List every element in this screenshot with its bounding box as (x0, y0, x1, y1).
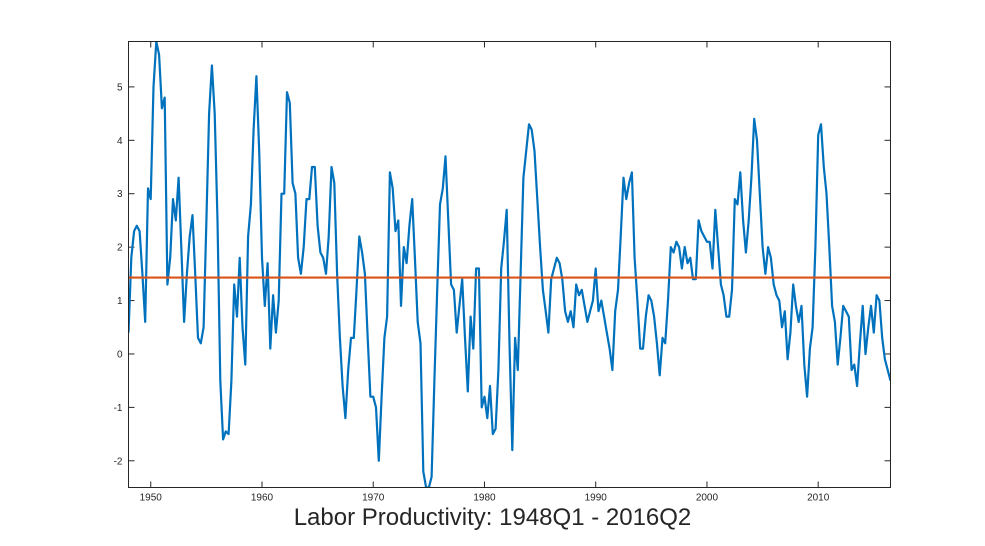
y-tick-label--1: -1 (114, 403, 123, 414)
y-tick-label-1: 1 (117, 296, 123, 307)
y-tick-label-2: 2 (117, 243, 123, 254)
x-tick-label-1980: 1980 (473, 493, 496, 504)
axis-tick-labels: 1950 1960 1970 1980 1990 2000 2010 -2 -1 0 1 2 3 4 5 (114, 82, 830, 503)
series-line-labor-productivity (129, 42, 890, 487)
y-tick-label-3: 3 (117, 189, 123, 200)
x-tick-label-2000: 2000 (696, 493, 719, 504)
chart-title: Labor Productivity: 1948Q1 - 2016Q2 (293, 504, 692, 531)
x-tick-label-2010: 2010 (807, 493, 830, 504)
x-tick-label-1970: 1970 (362, 493, 385, 504)
x-tick-label-1950: 1950 (140, 493, 163, 504)
y-tick-label-5: 5 (117, 82, 123, 93)
x-tick-label-1960: 1960 (251, 493, 274, 504)
y-tick-label-0: 0 (117, 349, 123, 360)
plot-area-frame (128, 41, 891, 488)
y-tick-label-4: 4 (117, 136, 123, 147)
x-tick-label-1990: 1990 (585, 493, 608, 504)
y-tick-label--2: -2 (114, 456, 123, 467)
